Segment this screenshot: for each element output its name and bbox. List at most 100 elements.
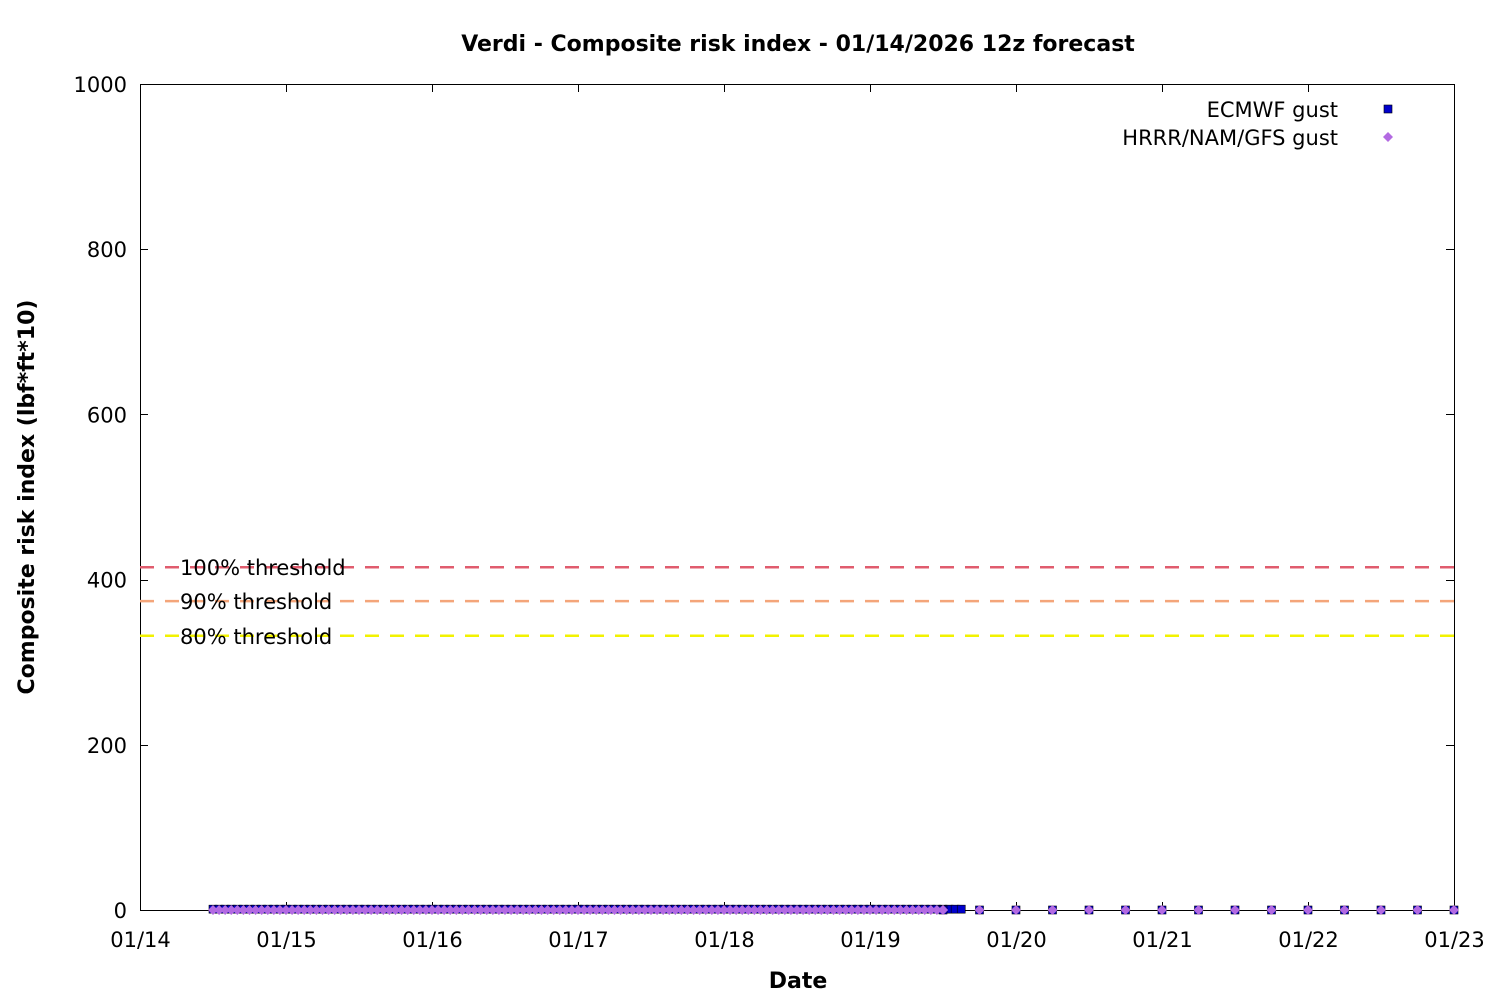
data-point xyxy=(372,905,383,915)
data-point xyxy=(706,905,717,915)
data-point xyxy=(798,905,809,915)
data-point xyxy=(925,905,936,915)
data-point xyxy=(585,905,596,915)
data-point xyxy=(1376,905,1386,915)
y-tick-label: 200 xyxy=(87,734,127,758)
data-point xyxy=(427,905,437,915)
data-point xyxy=(828,905,839,915)
data-point xyxy=(1193,905,1204,915)
data-point xyxy=(554,905,565,915)
data-point xyxy=(1449,905,1459,915)
data-point xyxy=(214,905,225,915)
threshold-label: 80% threshold xyxy=(180,625,332,649)
data-point xyxy=(268,905,279,915)
data-point xyxy=(889,905,900,915)
data-point xyxy=(688,905,699,915)
x-tick-label: 01/17 xyxy=(548,928,609,952)
data-point xyxy=(1412,905,1423,915)
data-point xyxy=(871,905,882,915)
data-point xyxy=(737,905,748,915)
threshold-label: 90% threshold xyxy=(180,590,332,614)
data-point xyxy=(220,905,231,915)
data-point xyxy=(347,905,358,915)
data-point xyxy=(341,905,352,915)
data-point xyxy=(311,905,322,915)
data-point xyxy=(469,905,480,915)
data-point xyxy=(238,905,249,915)
data-point xyxy=(360,905,371,915)
data-point xyxy=(317,905,328,915)
data-point xyxy=(232,905,243,915)
x-tick-label: 01/21 xyxy=(1132,928,1193,952)
data-point xyxy=(457,905,468,915)
data-point xyxy=(956,904,966,914)
data-point xyxy=(931,905,942,915)
data-point xyxy=(755,905,766,915)
data-point xyxy=(396,905,407,915)
legend-label: HRRR/NAM/GFS gust xyxy=(1122,126,1338,150)
x-tick-label: 01/15 xyxy=(256,928,317,952)
data-point xyxy=(250,905,261,915)
data-point xyxy=(1339,905,1350,915)
data-point xyxy=(725,905,736,915)
data-point xyxy=(1230,905,1240,915)
data-point xyxy=(712,905,723,915)
data-point xyxy=(518,905,529,915)
legend: ECMWF gust HRRR/NAM/GFS gust xyxy=(1122,98,1393,150)
data-point xyxy=(834,905,845,915)
data-point xyxy=(877,905,888,915)
data-point xyxy=(475,905,486,915)
x-tick-labels: 01/14 01/15 01/16 01/17 01/18 01/19 01/20 01/21… xyxy=(110,928,1485,952)
data-point xyxy=(907,905,918,915)
threshold-lines: 100% threshold 90% threshold 80% threshold xyxy=(140,556,1454,649)
data-point xyxy=(420,905,431,915)
data-point xyxy=(573,905,583,915)
data-point xyxy=(1383,132,1393,142)
data-point xyxy=(719,905,729,915)
data-points xyxy=(208,904,1459,915)
y-axis-title: Composite risk index (lbf*ft*10) xyxy=(15,300,40,695)
data-point xyxy=(700,905,711,915)
axis-ticks xyxy=(140,84,1455,911)
data-point xyxy=(305,905,316,915)
data-point xyxy=(597,905,608,915)
data-point xyxy=(299,905,310,915)
data-point xyxy=(792,905,802,915)
data-point xyxy=(390,905,401,915)
data-point xyxy=(865,905,875,915)
y-tick-label: 600 xyxy=(87,403,127,427)
data-point xyxy=(208,905,218,915)
data-point xyxy=(621,905,632,915)
data-point xyxy=(658,905,669,915)
data-point xyxy=(639,905,650,915)
data-point xyxy=(682,905,693,915)
data-point xyxy=(773,905,784,915)
data-point xyxy=(938,905,948,915)
data-point xyxy=(323,905,334,915)
data-point xyxy=(852,905,863,915)
data-point xyxy=(670,905,681,915)
y-tick-label: 400 xyxy=(87,569,127,593)
x-axis-title: Date xyxy=(769,969,828,994)
data-point xyxy=(512,905,523,915)
data-point xyxy=(1084,905,1094,915)
data-point xyxy=(1047,905,1058,915)
x-tick-label: 01/22 xyxy=(1278,928,1339,952)
data-point xyxy=(895,905,906,915)
data-point xyxy=(694,905,705,915)
data-point xyxy=(804,905,815,915)
plot-area-frame xyxy=(140,84,1455,911)
data-point xyxy=(816,905,827,915)
data-point xyxy=(1011,905,1021,915)
data-point xyxy=(627,905,638,915)
data-point xyxy=(676,905,687,915)
data-point xyxy=(378,905,389,915)
data-point xyxy=(664,905,675,915)
data-point xyxy=(445,905,456,915)
data-point xyxy=(883,905,894,915)
data-point xyxy=(287,905,298,915)
data-point xyxy=(1383,104,1393,114)
data-point xyxy=(560,905,571,915)
data-point xyxy=(731,905,742,915)
